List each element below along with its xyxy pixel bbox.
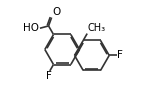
Text: F: F — [117, 50, 123, 60]
Text: HO: HO — [23, 23, 40, 33]
Text: CH₃: CH₃ — [88, 23, 106, 33]
Text: F: F — [46, 71, 52, 81]
Text: O: O — [52, 7, 60, 17]
